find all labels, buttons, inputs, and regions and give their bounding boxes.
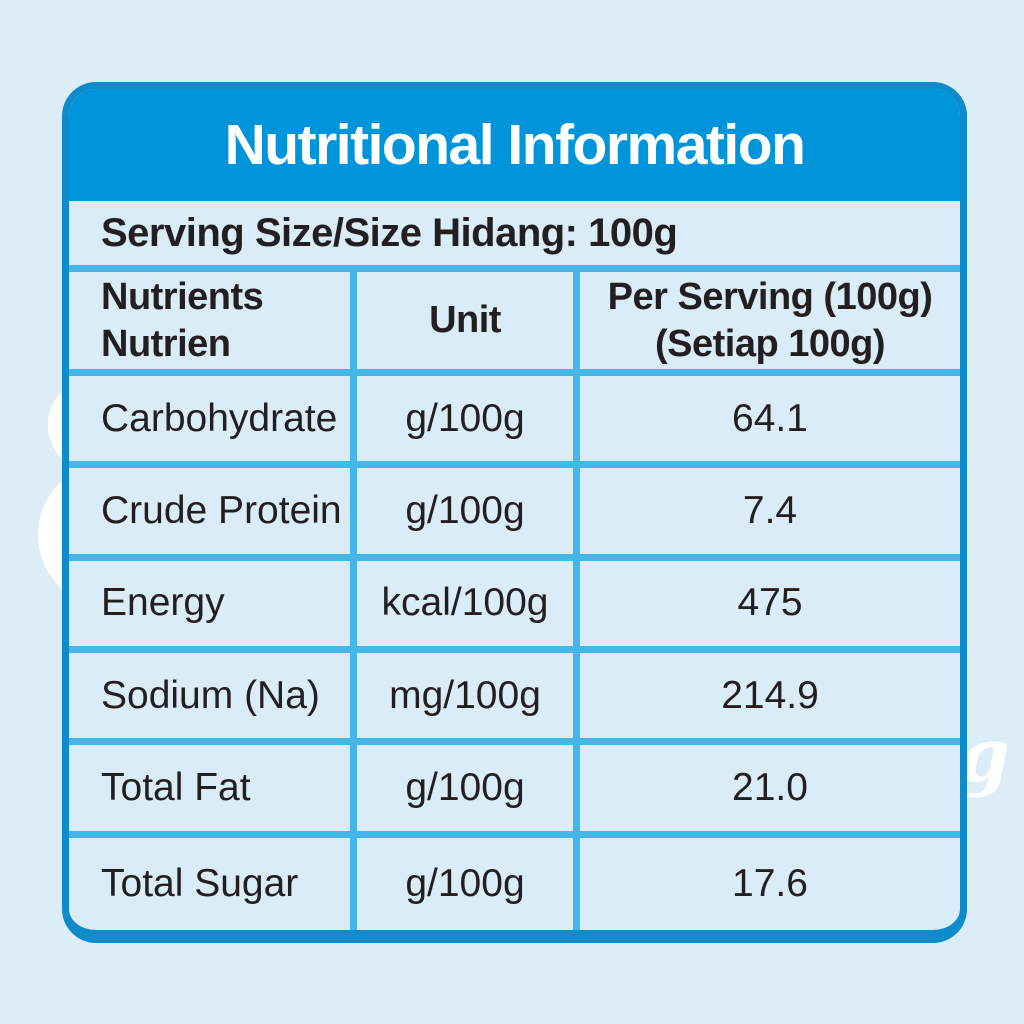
card-header: Nutritional Information: [69, 89, 960, 201]
column-header-unit: Unit: [357, 272, 580, 376]
nutrient-value: 21.0: [580, 745, 960, 838]
nutrient-value: 214.9: [580, 653, 960, 746]
page-title: Nutritional Information: [224, 113, 806, 177]
nutrient-unit: g/100g: [357, 837, 580, 930]
nutrient-value: 17.6: [732, 861, 808, 905]
column-header-nutrients-ms: Nutrien: [101, 322, 231, 365]
nutrient-name: Sodium (Na): [69, 653, 357, 746]
nutrient-unit: g/100g: [357, 376, 580, 469]
column-header-per-serving-ms: (Setiap 100g): [654, 322, 886, 365]
nutrient-unit: kcal/100g: [357, 560, 580, 653]
nutrition-card: Nutritional Information Serving Size/Siz…: [62, 82, 967, 943]
nutrient-unit: g/100g: [357, 468, 580, 561]
column-header-per-serving-en: Per Serving (100g): [607, 276, 933, 319]
nutrient-name: Total Fat: [69, 745, 357, 838]
nutrient-unit: mg/100g: [357, 653, 580, 746]
nutrient-name: Energy: [69, 560, 357, 653]
nutrient-value: 475: [580, 561, 960, 653]
nutrient-value: 7.4: [580, 468, 960, 561]
serving-size-row: Serving Size/Size Hidang: 100g: [69, 201, 960, 272]
nutrition-table: Nutrients Nutrien Unit Per Serving (100g…: [69, 272, 960, 930]
column-header-nutrients-en: Nutrients: [101, 276, 264, 319]
column-header-nutrients: Nutrients Nutrien: [69, 272, 357, 376]
nutrient-name: Crude Protein: [69, 468, 357, 561]
nutrient-unit: g/100g: [357, 745, 580, 838]
nutrient-name: Carbohydrate: [69, 376, 357, 469]
background-script-g: g: [958, 713, 1010, 799]
nutrient-name: Total Sugar: [69, 837, 357, 930]
column-header-per-serving: Per Serving (100g) (Setiap 100g): [580, 272, 960, 376]
nutrient-value: 64.1: [580, 376, 960, 469]
